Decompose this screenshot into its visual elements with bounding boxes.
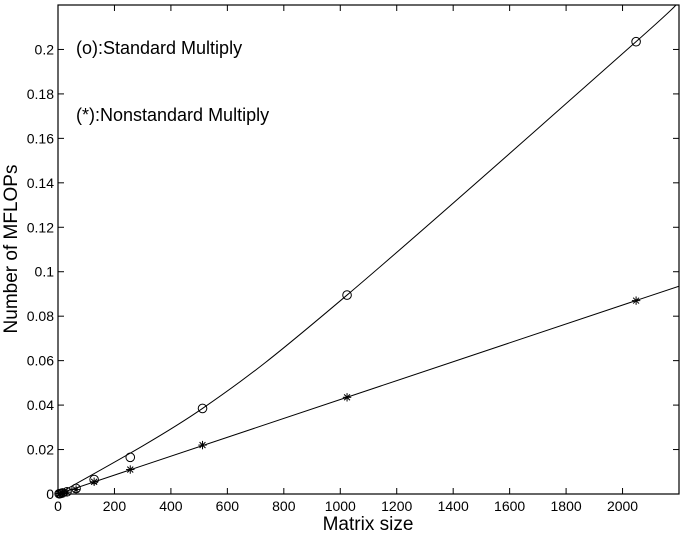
point-standard: [197, 403, 208, 414]
point-nonstandard: [342, 393, 352, 402]
point-standard: [631, 36, 641, 47]
fit-lines: [58, 5, 679, 494]
point-nonstandard: [198, 440, 207, 450]
annotation-nonstandard: (*):Nonstandard Multiply: [76, 105, 269, 125]
x-tick-label: 0: [54, 498, 62, 514]
y-axis-label: Number of MFLOPs: [1, 165, 22, 334]
x-tick-label: 800: [272, 498, 296, 514]
x-tick-label: 2000: [607, 498, 638, 514]
x-tick-label: 1600: [494, 498, 525, 514]
y-tick-label: 0.12: [27, 219, 54, 235]
y-tick-label: 0.02: [27, 442, 54, 458]
point-nonstandard: [89, 477, 99, 486]
y-tick-label: 0.18: [27, 86, 54, 102]
annotation-standard: (o):Standard Multiply: [76, 38, 242, 58]
point-nonstandard: [126, 465, 135, 474]
point-nonstandard: [71, 485, 81, 494]
x-tick-label: 1000: [325, 498, 356, 514]
x-tick-label: 1800: [551, 498, 582, 514]
fit-line-standard: [58, 5, 677, 494]
point-standard: [342, 290, 352, 300]
x-tick-label: 1400: [438, 498, 469, 514]
y-axis: 0 0.02 0.04 0.06 0.08 0.1 0.12 0.14 0.16 0.18 0.2: [27, 41, 679, 502]
y-tick-label: 0.1: [35, 264, 55, 280]
x-tick-label: 1200: [381, 498, 412, 514]
x-tick-label: 600: [216, 498, 240, 514]
y-tick-label: 0.06: [27, 353, 54, 369]
x-tick-label: 200: [103, 498, 127, 514]
y-tick-label: 0.2: [35, 41, 55, 57]
plot-area: [57, 4, 680, 495]
y-tick-label: 0.08: [27, 308, 54, 324]
y-tick-label: 0.04: [27, 397, 54, 413]
data-markers: [54, 36, 641, 499]
y-tick-label: 0: [46, 486, 54, 502]
x-axis: 0 200 400 600 800 1000 1200 1400 1600 1800 2000: [54, 5, 638, 514]
fit-line-nonstandard: [58, 285, 679, 494]
y-tick-label: 0.16: [27, 130, 54, 146]
point-nonstandard: [631, 296, 641, 305]
point-standard: [125, 452, 136, 463]
y-tick-label: 0.14: [27, 175, 54, 191]
x-axis-label: Matrix size: [323, 514, 414, 535]
point-nonstandard: [62, 488, 72, 497]
x-tick-label: 400: [159, 498, 183, 514]
